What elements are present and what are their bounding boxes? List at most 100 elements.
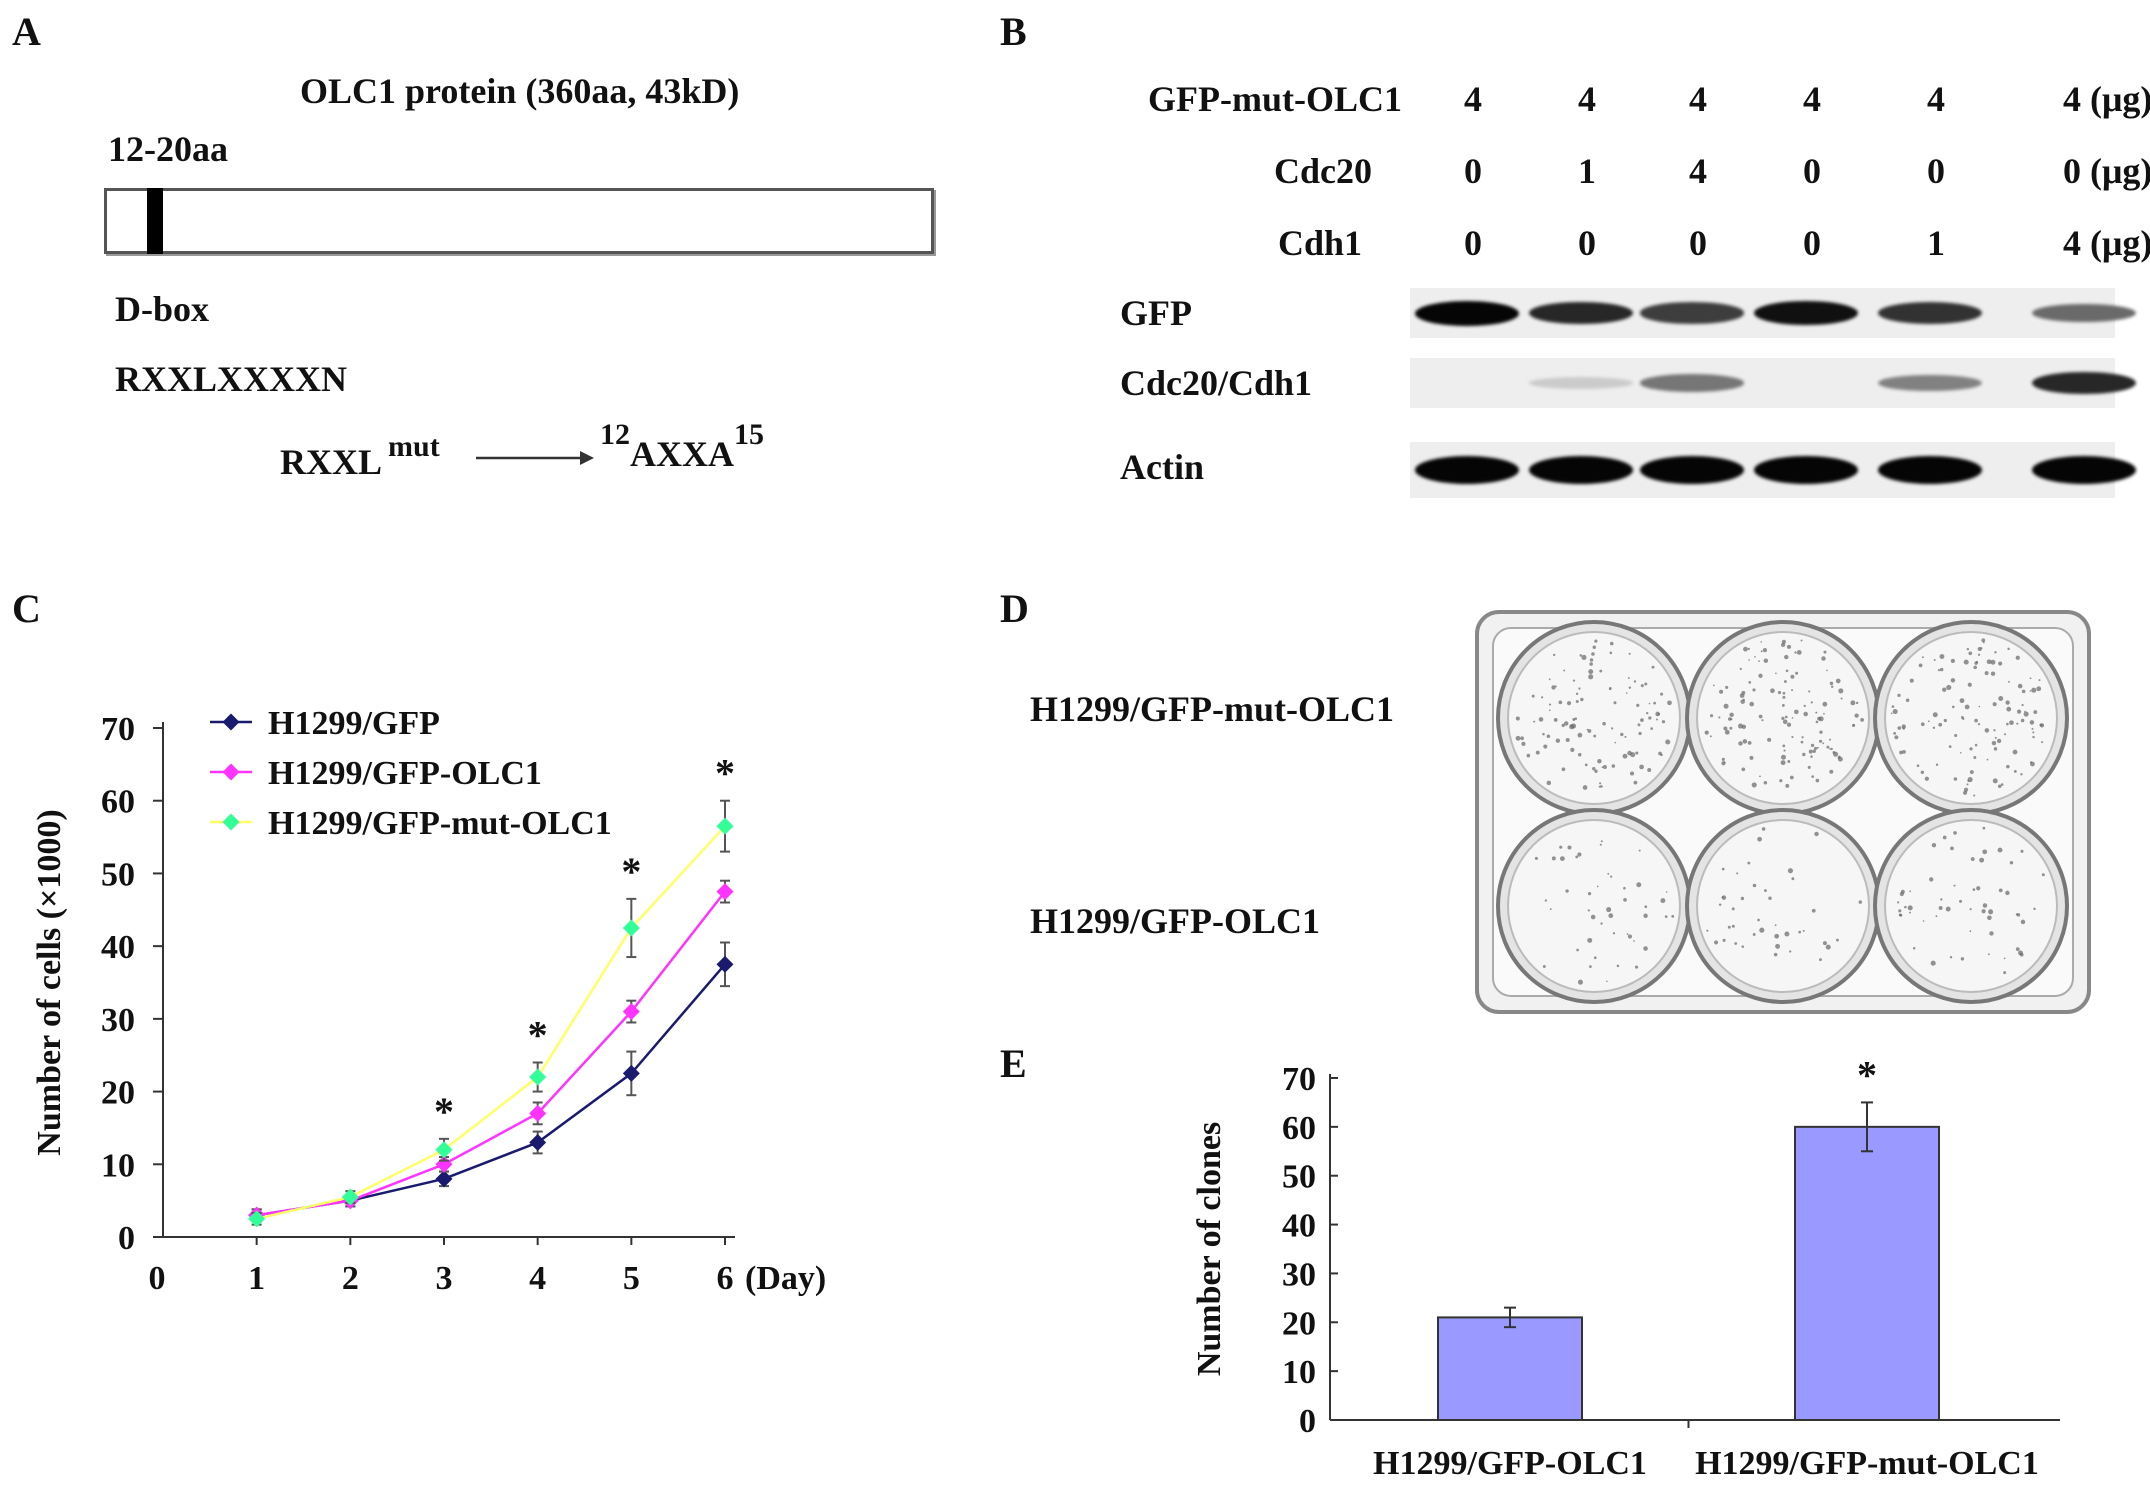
- colony-dot: [1575, 699, 1579, 704]
- colony-dot: [1935, 763, 1939, 766]
- colony-dot: [1942, 687, 1947, 692]
- colony-dot: [1761, 719, 1764, 722]
- colony-dot: [2005, 890, 2010, 896]
- colony-dot: [1990, 671, 1996, 676]
- colony-dot: [1602, 721, 1606, 726]
- colony-dot: [1922, 920, 1925, 922]
- colony-dot: [1905, 698, 1910, 703]
- colony-dot: [1736, 872, 1739, 875]
- colony-dot: [1601, 766, 1604, 769]
- blot-band: [2032, 303, 2136, 323]
- colony-dot: [1616, 964, 1620, 968]
- y-axis-label: Number of cells (×1000): [31, 809, 68, 1155]
- colony-dot: [1943, 718, 1947, 723]
- colony-dot: [1810, 743, 1815, 748]
- colony-dot: [2021, 703, 2024, 707]
- y-tick-label: 70: [1282, 1061, 1316, 1098]
- colony-dot: [1558, 700, 1563, 705]
- condition-value: 4 (μg): [2063, 79, 2150, 119]
- colony-dot: [1966, 647, 1970, 651]
- colony-dot: [1582, 785, 1588, 790]
- colony-dot: [1738, 723, 1744, 729]
- colony-dot: [1855, 701, 1859, 705]
- colony-dot: [1588, 669, 1594, 675]
- data-point: [435, 1141, 453, 1159]
- well-inner: [1884, 819, 2058, 993]
- colony-dot: [1989, 931, 1994, 936]
- colony-dot: [1815, 720, 1819, 724]
- colony-dot: [1902, 749, 1906, 754]
- colony-dot: [2012, 749, 2018, 755]
- colony-dot: [1781, 704, 1785, 707]
- colony-dot: [1635, 751, 1639, 755]
- colony-dot: [1594, 639, 1598, 643]
- colony-dot: [1742, 739, 1748, 744]
- data-point: [716, 817, 734, 835]
- colony-dot: [1742, 698, 1745, 701]
- colony-dot: [2006, 764, 2010, 769]
- colony-dot: [1818, 739, 1823, 743]
- colony-dot: [1577, 732, 1583, 738]
- colony-dot: [1823, 650, 1827, 654]
- colony-dot: [1984, 671, 1989, 676]
- panel-letter-c: C: [12, 586, 41, 631]
- colony-dot: [1840, 697, 1843, 700]
- colony-dot: [1789, 775, 1794, 780]
- data-point: [716, 955, 734, 973]
- colony-dot: [2017, 683, 2023, 689]
- colony-dot: [2007, 647, 2010, 651]
- condition-label: Cdh1: [1277, 223, 1362, 263]
- condition-value: 4: [1927, 79, 1945, 119]
- colony-dot: [1546, 780, 1552, 786]
- colony-dot: [1974, 661, 1978, 665]
- colony-dot: [1563, 669, 1566, 672]
- condition-label: Cdc20: [1274, 151, 1372, 191]
- blot-band: [1754, 300, 1858, 326]
- colony-dot: [2015, 947, 2020, 951]
- colony-dot: [1787, 868, 1794, 874]
- colony-dot: [1785, 783, 1790, 788]
- colony-dot: [1823, 712, 1825, 715]
- colony-dot: [1655, 718, 1658, 721]
- colony-dot: [1909, 678, 1914, 683]
- colony-dot: [1739, 667, 1742, 671]
- colony-dot: [1784, 715, 1788, 719]
- colony-dot: [1794, 709, 1799, 715]
- colony-dot: [1938, 906, 1943, 910]
- colony-dot: [2041, 873, 2045, 877]
- colony-dot: [1825, 944, 1831, 950]
- colony-dot: [1860, 717, 1865, 722]
- colony-dot: [1791, 717, 1794, 719]
- colony-dot: [1786, 722, 1792, 727]
- colony-dot: [1858, 900, 1863, 904]
- colony-dot: [1899, 913, 1903, 917]
- colony-dot: [1625, 692, 1628, 694]
- colony-dot: [1942, 835, 1947, 840]
- colony-dot: [1800, 639, 1803, 642]
- colony-dot: [1600, 785, 1603, 788]
- colony-dot: [1812, 749, 1816, 753]
- colony-dot: [1758, 673, 1763, 678]
- colony-dot: [1548, 709, 1551, 712]
- x-tick-label: 4: [529, 1260, 546, 1297]
- colony-dot: [1953, 831, 1957, 835]
- colony-dot: [1811, 908, 1816, 913]
- colony-dot: [1774, 933, 1780, 939]
- colony-dot: [1638, 731, 1642, 736]
- colony-dot: [1734, 942, 1738, 945]
- condition-value: 1: [1578, 151, 1596, 191]
- colony-dot: [1608, 913, 1614, 919]
- colony-dot: [1648, 716, 1652, 720]
- data-point: [529, 1068, 547, 1086]
- colony-dot: [1580, 697, 1584, 702]
- colony-dot: [1954, 733, 1958, 738]
- colony-dot: [1729, 712, 1734, 718]
- colony-dot: [2006, 722, 2009, 726]
- colony-dot: [1752, 883, 1757, 888]
- colony-dot: [2029, 677, 2032, 680]
- colony-dot: [1770, 688, 1775, 694]
- colony-dot: [1785, 669, 1789, 673]
- colony-dot: [2005, 700, 2010, 705]
- colony-dot: [1967, 776, 1973, 783]
- colony-dot: [1782, 695, 1786, 699]
